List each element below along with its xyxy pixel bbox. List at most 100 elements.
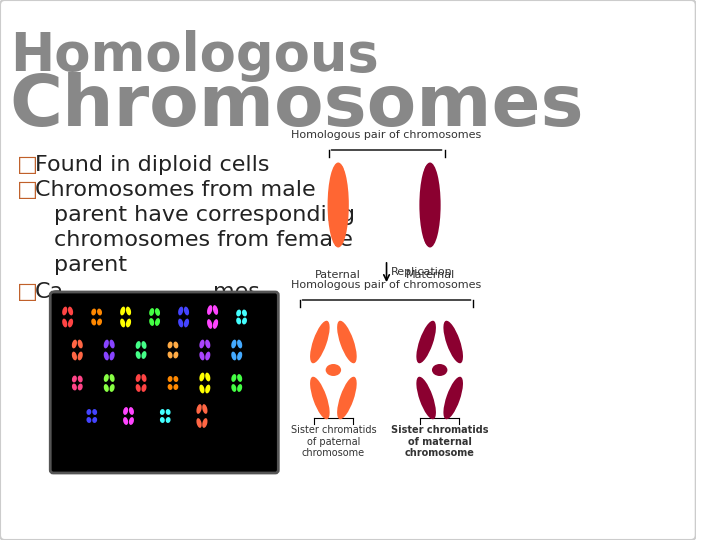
Ellipse shape [62,319,68,327]
Ellipse shape [155,318,160,326]
Ellipse shape [160,417,165,423]
FancyBboxPatch shape [0,0,696,540]
Ellipse shape [149,318,154,326]
Ellipse shape [149,308,154,316]
Ellipse shape [68,307,73,315]
Ellipse shape [213,305,218,315]
Text: Homologous pair of chromosomes: Homologous pair of chromosomes [292,280,482,290]
Ellipse shape [97,319,102,326]
Ellipse shape [242,309,247,316]
Ellipse shape [104,374,109,382]
Ellipse shape [310,321,330,363]
Ellipse shape [236,309,241,316]
Ellipse shape [174,342,179,348]
Ellipse shape [135,351,140,359]
Ellipse shape [120,307,125,315]
Ellipse shape [135,374,140,382]
Ellipse shape [421,165,433,245]
Ellipse shape [213,319,218,329]
Text: Chromosomes: Chromosomes [9,72,584,141]
Ellipse shape [166,417,171,423]
Ellipse shape [129,417,134,425]
Ellipse shape [205,352,210,360]
Text: Maternal: Maternal [405,270,454,280]
Ellipse shape [419,163,441,247]
Ellipse shape [325,364,341,376]
Text: chromosomes from female: chromosomes from female [54,230,353,250]
Ellipse shape [174,384,179,390]
Ellipse shape [184,307,189,315]
Ellipse shape [184,319,189,327]
Ellipse shape [123,407,128,415]
Text: parent have corresponding: parent have corresponding [54,205,355,225]
Ellipse shape [168,376,173,382]
Ellipse shape [237,340,242,348]
Ellipse shape [92,417,97,423]
Ellipse shape [205,373,210,381]
Text: parent: parent [54,255,127,275]
Ellipse shape [237,352,242,360]
Ellipse shape [199,384,204,394]
Ellipse shape [68,319,73,327]
Ellipse shape [72,383,77,390]
Text: Chromosomes from male: Chromosomes from male [35,180,315,200]
Ellipse shape [135,341,140,349]
Ellipse shape [337,377,356,419]
Ellipse shape [104,352,109,360]
Ellipse shape [155,308,160,316]
Ellipse shape [202,404,207,414]
Text: mes: mes [212,282,259,302]
Ellipse shape [207,319,212,329]
Ellipse shape [444,377,463,419]
Ellipse shape [231,384,236,392]
Ellipse shape [135,384,140,392]
Ellipse shape [62,307,68,315]
Text: Paternal: Paternal [315,270,361,280]
Text: Homologous pair of chromosomes: Homologous pair of chromosomes [292,130,482,140]
Ellipse shape [123,417,128,425]
Ellipse shape [78,340,83,348]
Ellipse shape [72,352,77,360]
Ellipse shape [231,352,236,360]
Ellipse shape [337,321,356,363]
Ellipse shape [78,383,83,390]
Ellipse shape [160,409,165,415]
Ellipse shape [109,384,114,392]
Text: Ca: Ca [35,282,64,302]
Text: □: □ [17,180,38,200]
Text: Found in diploid cells: Found in diploid cells [35,155,269,175]
Ellipse shape [168,342,173,348]
Ellipse shape [199,352,204,360]
Ellipse shape [205,340,210,348]
Ellipse shape [237,374,242,382]
Ellipse shape [178,319,184,327]
Text: Sister chromatids
of paternal
chromosome: Sister chromatids of paternal chromosome [291,425,376,458]
Ellipse shape [199,373,204,381]
Ellipse shape [207,305,212,315]
Ellipse shape [141,341,147,349]
Ellipse shape [416,377,436,419]
Ellipse shape [236,318,241,325]
Text: Replication: Replication [392,267,453,277]
Ellipse shape [444,321,463,363]
Ellipse shape [202,418,207,428]
Ellipse shape [109,340,114,348]
Ellipse shape [129,407,134,415]
Ellipse shape [174,376,179,382]
Ellipse shape [242,318,247,325]
Ellipse shape [168,384,173,390]
Ellipse shape [166,409,171,415]
Ellipse shape [126,319,131,327]
Ellipse shape [104,340,109,348]
Ellipse shape [336,165,347,245]
Ellipse shape [92,409,97,415]
Ellipse shape [168,352,173,359]
Ellipse shape [416,321,436,363]
Ellipse shape [197,418,202,428]
Ellipse shape [109,374,114,382]
Ellipse shape [237,384,242,392]
Ellipse shape [178,307,184,315]
Ellipse shape [432,364,447,376]
Ellipse shape [86,409,91,415]
FancyBboxPatch shape [50,292,279,473]
